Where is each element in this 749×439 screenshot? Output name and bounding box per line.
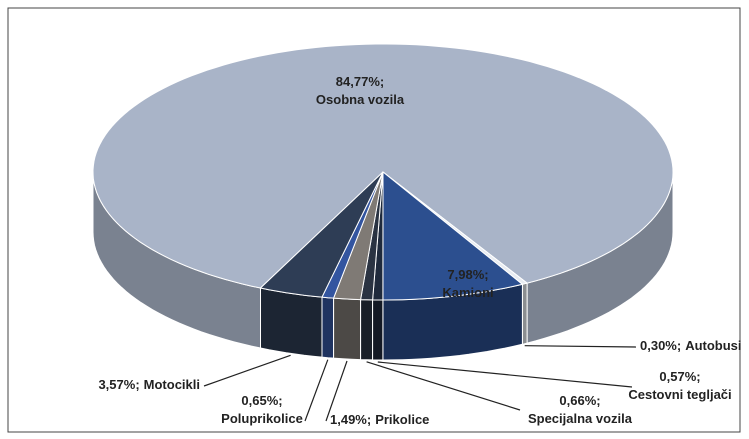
data-label: 0,57%; Cestovni tegljači	[628, 369, 731, 402]
leader-line	[377, 361, 633, 388]
category-label: Specijalna vozila	[528, 411, 633, 426]
category-label: Motocikli	[144, 377, 200, 392]
data-label: 0,30%; Autobusi	[640, 338, 742, 353]
leader-line	[304, 359, 329, 422]
slice	[382, 170, 524, 301]
category-label: Poluprikolice	[221, 411, 303, 426]
data-label: 3,57%; Motocikli	[98, 377, 200, 392]
slice-side	[333, 297, 362, 361]
slice-side	[260, 287, 323, 358]
data-label: 1,49%; Prikolice	[330, 412, 429, 427]
value-label: 0,66%;	[559, 393, 600, 408]
category-label: Prikolice	[375, 412, 429, 427]
data-label: 0,66%; Specijalna vozila	[528, 393, 633, 426]
category-label: Kamioni	[442, 285, 493, 300]
value-label: 0,30%;	[640, 338, 681, 353]
leader-line	[366, 361, 521, 411]
slice	[92, 43, 674, 289]
slice-side	[360, 299, 374, 361]
leader-line	[325, 360, 348, 422]
value-label: 1,49%;	[330, 412, 371, 427]
slice-side	[372, 299, 384, 361]
slice	[259, 171, 384, 298]
leader-line	[203, 354, 291, 387]
value-label: 84,77%;	[336, 74, 384, 89]
value-label: 3,57%;	[98, 377, 139, 392]
value-label: 0,65%;	[241, 393, 282, 408]
category-label: Autobusi	[685, 338, 741, 353]
value-label: 0,57%;	[659, 369, 700, 384]
category-label: Osobna vozila	[316, 92, 405, 107]
category-label: Cestovni tegljači	[628, 387, 731, 402]
value-label: 7,98%;	[447, 267, 488, 282]
data-label: 7,98%; Kamioni	[442, 267, 493, 300]
data-label: 84,77%; Osobna vozila	[316, 74, 405, 107]
data-label: 0,65%; Poluprikolice	[221, 393, 303, 426]
leader-line	[524, 345, 637, 348]
slice-side	[521, 282, 528, 345]
slice-side	[321, 296, 335, 359]
